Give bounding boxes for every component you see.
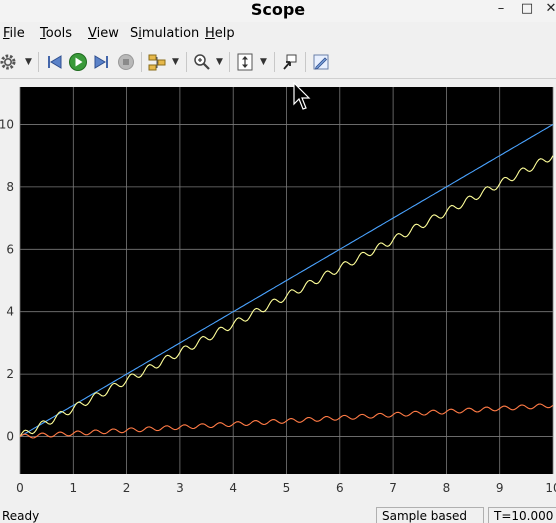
menu-simulation-prefix: S — [130, 26, 139, 41]
zoom-dropdown-arrow[interactable]: ▼ — [216, 57, 223, 67]
toolbar-separator — [274, 52, 275, 72]
x-tick-label: 7 — [389, 481, 397, 495]
x-tick-label: 3 — [176, 481, 184, 495]
signal-selector-icon — [148, 54, 166, 71]
y-tick-label: 8 — [6, 180, 14, 194]
autoscale-dropdown-arrow[interactable]: ▼ — [260, 57, 267, 67]
x-tick-label: 8 — [443, 481, 451, 495]
minimize-button[interactable]: – — [497, 1, 505, 16]
menu-simulation-mnemonic: i — [138, 26, 142, 41]
menu-bar: File Tools View Simulation Help — [0, 24, 556, 44]
x-tick-label: 10 — [545, 481, 556, 495]
autoscale-button[interactable] — [233, 50, 257, 74]
scope-plot[interactable]: 0 1 2 3 4 5 6 7 8 9 10 0 2 4 6 8 10 — [0, 80, 556, 506]
toolbar-separator — [305, 52, 306, 72]
step-back-button[interactable] — [43, 50, 67, 74]
status-text: Ready — [2, 509, 40, 523]
y-tick-label: 0 — [6, 430, 14, 444]
menu-tools-label: ools — [45, 26, 73, 41]
scope-plot-area: 0 1 2 3 4 5 6 7 8 9 10 0 2 4 6 8 10 — [0, 80, 556, 506]
signal-selector-button[interactable] — [145, 50, 169, 74]
menu-tools[interactable]: Tools — [40, 26, 72, 42]
x-tick-label: 4 — [229, 481, 237, 495]
zoom-icon — [194, 54, 210, 70]
mouse-cursor-icon — [293, 82, 311, 110]
y-tick-label: 2 — [6, 367, 14, 381]
x-tick-label: 0 — [16, 481, 24, 495]
series-line-1 — [19, 124, 554, 437]
menu-simulation-label: mulation — [141, 26, 200, 41]
menu-help-mnemonic: H — [205, 26, 215, 41]
toolbar: ▼ ▼ ▼ ▼ — [0, 46, 556, 79]
menu-simulation[interactable]: Simulation — [130, 26, 199, 42]
maximize-button[interactable]: □ — [520, 1, 534, 16]
menu-tools-mnemonic: T — [40, 26, 46, 41]
status-bar: Ready Sample based T=10.000 — [0, 507, 556, 523]
menu-view-mnemonic: V — [88, 26, 97, 41]
toolbar-separator — [38, 52, 39, 72]
close-button[interactable]: ✕ — [545, 1, 556, 16]
series-line-2 — [19, 155, 554, 437]
run-icon — [69, 53, 87, 71]
x-tick-label: 2 — [123, 481, 131, 495]
window-title: Scope — [250, 0, 306, 19]
menu-view[interactable]: View — [88, 26, 119, 42]
autoscale-icon — [237, 53, 253, 71]
step-forward-icon — [94, 55, 108, 69]
y-tick-label: 6 — [6, 242, 14, 256]
y-tick-label: 10 — [0, 117, 14, 131]
highlight-block-button[interactable] — [278, 50, 302, 74]
title-bar: Scope – □ ✕ — [0, 0, 556, 22]
toolbar-separator — [229, 52, 230, 72]
x-tick-label: 9 — [496, 481, 504, 495]
stop-icon — [118, 54, 134, 70]
menu-file[interactable]: File — [3, 26, 25, 42]
toolbar-separator — [141, 52, 142, 72]
signal-selector-dropdown-arrow[interactable]: ▼ — [172, 57, 179, 67]
x-tick-label: 5 — [283, 481, 291, 495]
settings-button[interactable] — [0, 50, 20, 74]
step-forward-button[interactable] — [89, 50, 113, 74]
run-button[interactable] — [66, 50, 90, 74]
menu-help-label: elp — [214, 26, 235, 41]
x-tick-label: 1 — [69, 481, 77, 495]
highlight-block-icon — [283, 54, 297, 70]
menu-file-label: ile — [9, 26, 25, 41]
menu-help[interactable]: Help — [205, 26, 235, 42]
simulation-time: T=10.000 — [488, 507, 556, 523]
style-icon — [313, 54, 329, 70]
y-tick-label: 4 — [6, 305, 14, 319]
zoom-button[interactable] — [190, 50, 214, 74]
settings-dropdown-arrow[interactable]: ▼ — [25, 57, 32, 67]
menu-view-label: iew — [96, 26, 119, 41]
x-tick-label: 6 — [336, 481, 344, 495]
gear-icon — [0, 54, 16, 70]
style-button[interactable] — [309, 50, 333, 74]
stop-button[interactable] — [114, 50, 138, 74]
menu-file-mnemonic: F — [3, 26, 10, 41]
toolbar-separator — [186, 52, 187, 72]
step-back-icon — [48, 55, 62, 69]
series-line-3 — [19, 403, 554, 439]
sample-mode-indicator: Sample based — [376, 507, 484, 523]
